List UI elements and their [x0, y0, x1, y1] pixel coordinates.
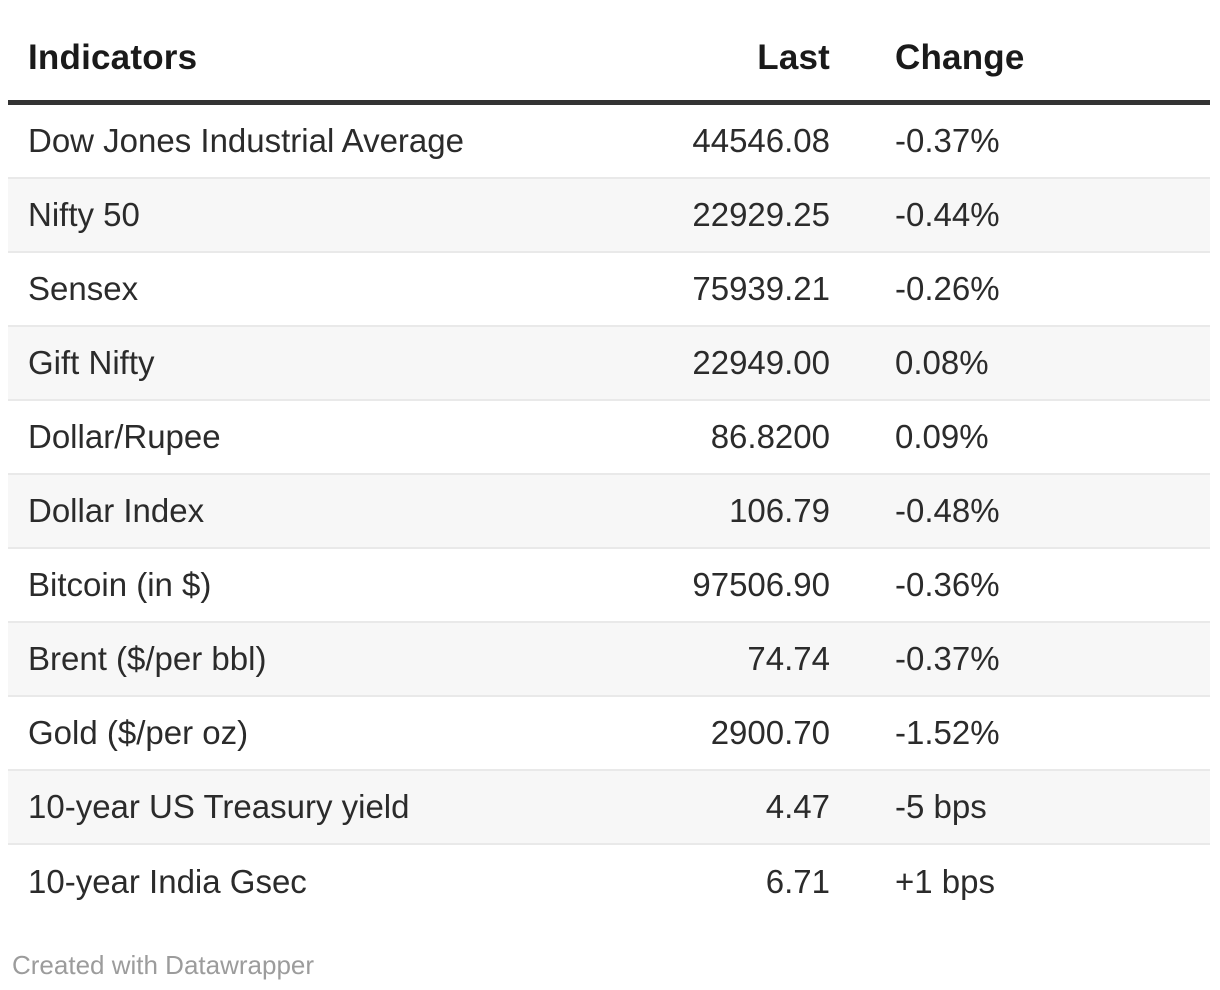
table-row: Gold ($/per oz) 2900.70 -1.52% — [8, 697, 1210, 771]
table-row: Nifty 50 22929.25 -0.44% — [8, 179, 1210, 253]
change-cell: +1 bps — [895, 863, 995, 900]
change-cell: -0.26% — [895, 270, 1000, 307]
last-cell: 74.74 — [747, 640, 830, 677]
change-cell: -0.36% — [895, 566, 1000, 603]
indicator-cell: Sensex — [28, 270, 139, 307]
column-header-last: Last — [757, 38, 830, 77]
indicator-cell: Gold ($/per oz) — [28, 714, 249, 751]
table-row: Dow Jones Industrial Average 44546.08 -0… — [8, 105, 1210, 179]
change-cell: -0.48% — [895, 492, 1000, 529]
table-body: Dow Jones Industrial Average 44546.08 -0… — [8, 105, 1210, 919]
column-header-change: Change — [895, 38, 1025, 77]
change-cell: 0.08% — [895, 344, 989, 381]
datawrapper-attribution-link[interactable]: Created with Datawrapper — [12, 950, 315, 980]
indicator-cell: Dollar/Rupee — [28, 418, 221, 455]
last-cell: 2900.70 — [710, 714, 830, 751]
change-cell: -0.37% — [895, 122, 1000, 159]
table-row: Brent ($/per bbl) 74.74 -0.37% — [8, 623, 1210, 697]
change-cell: -5 bps — [895, 788, 987, 825]
last-cell: 106.79 — [729, 492, 830, 529]
indicator-cell: 10-year India Gsec — [28, 863, 307, 900]
indicator-cell: Brent ($/per bbl) — [28, 640, 267, 677]
table-header-row: Indicators Last Change — [8, 0, 1210, 105]
last-cell: 75939.21 — [692, 270, 830, 307]
table-row: Dollar/Rupee 86.8200 0.09% — [8, 401, 1210, 475]
indicator-cell: 10-year US Treasury yield — [28, 788, 410, 825]
last-cell: 97506.90 — [692, 566, 830, 603]
last-cell: 22929.25 — [692, 196, 830, 233]
last-cell: 4.47 — [765, 788, 830, 825]
table-row: Sensex 75939.21 -0.26% — [8, 253, 1210, 327]
change-cell: 0.09% — [895, 418, 989, 455]
indicator-cell: Nifty 50 — [28, 196, 140, 233]
last-cell: 44546.08 — [692, 122, 830, 159]
indicator-cell: Gift Nifty — [28, 344, 155, 381]
indicator-cell: Dollar Index — [28, 492, 205, 529]
change-cell: -0.44% — [895, 196, 1000, 233]
table-row: 10-year US Treasury yield 4.47 -5 bps — [8, 771, 1210, 845]
change-cell: -0.37% — [895, 640, 1000, 677]
table-row: Gift Nifty 22949.00 0.08% — [8, 327, 1210, 401]
last-cell: 86.8200 — [710, 418, 830, 455]
indicator-cell: Bitcoin (in $) — [28, 566, 212, 603]
last-cell: 6.71 — [765, 863, 830, 900]
indicators-table: Indicators Last Change Dow Jones Industr… — [8, 0, 1210, 919]
indicator-cell: Dow Jones Industrial Average — [28, 122, 464, 159]
change-cell: -1.52% — [895, 714, 1000, 751]
last-cell: 22949.00 — [692, 344, 830, 381]
table-row: Bitcoin (in $) 97506.90 -0.36% — [8, 549, 1210, 623]
column-header-indicators: Indicators — [28, 38, 198, 77]
table-row: 10-year India Gsec 6.71 +1 bps — [8, 845, 1210, 919]
table-row: Dollar Index 106.79 -0.48% — [8, 475, 1210, 549]
